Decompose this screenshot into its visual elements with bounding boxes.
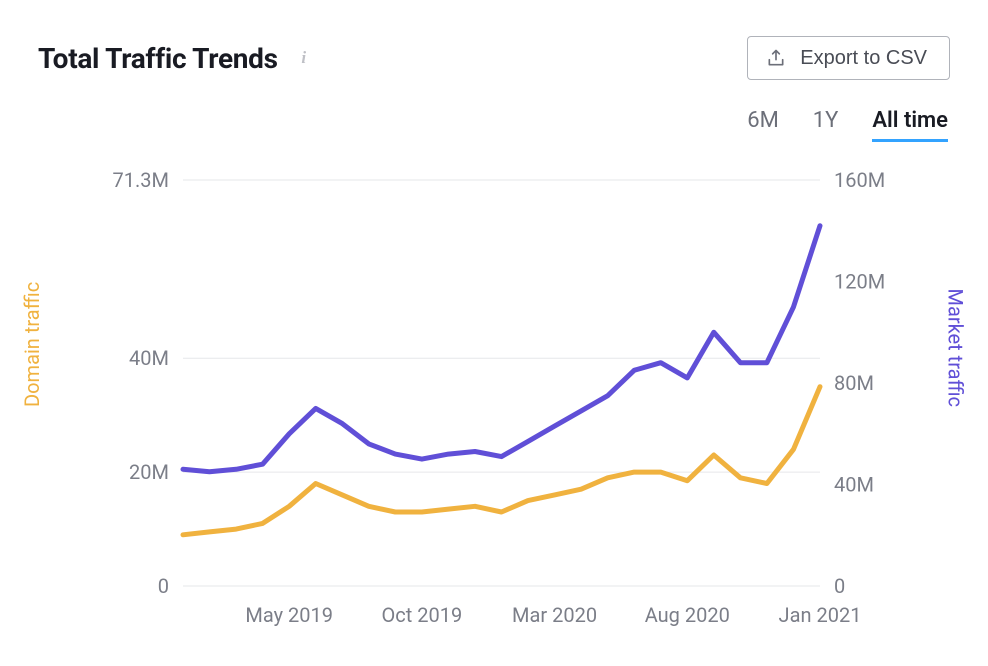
plot: 0 20M 40M 71.3M 0 40M 80M 120M 160M May 2019 Oct 2…	[88, 172, 900, 642]
y-left-tick: 20M	[129, 460, 169, 484]
x-tick: Mar 2020	[512, 603, 597, 627]
x-tick: Jan 2021	[779, 603, 862, 627]
gridlines	[183, 180, 820, 586]
x-tick: Aug 2020	[645, 603, 730, 627]
upload-icon	[766, 48, 786, 68]
export-csv-button[interactable]: Export to CSV	[747, 36, 950, 80]
range-tab-1y[interactable]: 1Y	[813, 108, 839, 142]
chart-header: Total Traffic Trends i Export to CSV	[38, 36, 950, 80]
range-tab-6m[interactable]: 6M	[747, 108, 779, 142]
y-right-tick: 120M	[834, 270, 885, 294]
series-domain-traffic	[183, 387, 820, 535]
y-right-tick: 80M	[834, 371, 874, 395]
x-tick: May 2019	[245, 603, 333, 627]
x-tick: Oct 2019	[382, 603, 463, 627]
y-left-tick: 40M	[129, 346, 169, 370]
time-range-tabs: 6M 1Y All time	[38, 108, 950, 142]
y-right-tick: 0	[834, 574, 845, 598]
y-right-tick: 40M	[834, 473, 874, 497]
y-axis-left-label: Domain traffic	[20, 282, 44, 407]
y-right-tick: 160M	[834, 172, 885, 192]
y-left-tick: 71.3M	[113, 172, 169, 192]
y-axis-right-label: Market traffic	[944, 288, 968, 407]
page-title: Total Traffic Trends	[38, 42, 278, 75]
range-tab-all-time[interactable]: All time	[872, 108, 948, 142]
title-wrap: Total Traffic Trends i	[38, 42, 316, 75]
chart-area: Domain traffic Market traffic 020M40M71.…	[38, 172, 950, 642]
export-label: Export to CSV	[800, 48, 927, 68]
series-market-traffic	[183, 226, 820, 472]
y-left-tick: 0	[158, 574, 169, 598]
info-icon[interactable]: i	[292, 46, 316, 70]
